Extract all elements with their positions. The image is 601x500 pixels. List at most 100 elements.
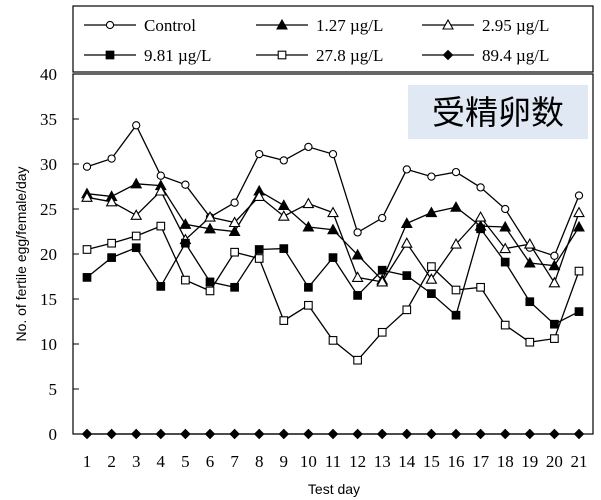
data-point	[400, 237, 413, 248]
legend-marker	[276, 18, 288, 30]
data-point	[253, 428, 265, 440]
data-point	[279, 244, 289, 253]
x-tick-label: 4	[157, 452, 166, 471]
data-point	[181, 238, 190, 248]
data-point	[230, 198, 239, 207]
legend-marker	[105, 20, 115, 30]
data-point	[81, 428, 93, 440]
data-point	[303, 428, 314, 440]
data-point	[132, 121, 141, 130]
y-tick-label: 5	[49, 380, 58, 399]
data-point	[156, 221, 166, 231]
data-point	[278, 428, 290, 440]
data-point	[81, 191, 93, 202]
data-point	[328, 253, 338, 262]
x-tick-label: 14	[398, 452, 416, 471]
legend-label: 27.8 µg/L	[316, 46, 383, 65]
series-line	[86, 189, 580, 285]
data-point	[499, 220, 512, 232]
x-tick-label: 9	[280, 452, 289, 471]
data-point	[402, 271, 412, 280]
data-point	[302, 197, 315, 209]
x-tick-label: 6	[206, 452, 215, 471]
data-point	[255, 149, 264, 159]
data-point	[425, 273, 438, 284]
legend-marker	[105, 50, 115, 60]
legend-entry: Control	[84, 16, 196, 35]
data-point	[277, 199, 290, 210]
data-point	[474, 210, 487, 222]
x-axis: 1 2 3 4 5 6 7 8 9 10 11 12 13 14 15 16 17 18 19 20 21	[83, 429, 588, 471]
data-point	[107, 154, 116, 163]
data-point	[254, 254, 264, 263]
data-point	[351, 248, 364, 260]
data-point	[523, 256, 536, 268]
data-point	[304, 300, 313, 310]
x-tick-label: 1	[83, 452, 92, 471]
x-tick-label: 12	[349, 452, 366, 471]
data-point	[107, 238, 116, 248]
series-4	[82, 224, 584, 329]
data-point	[550, 251, 559, 260]
data-point	[501, 204, 510, 214]
data-point	[181, 180, 190, 189]
data-point	[205, 286, 215, 296]
data-point	[327, 428, 339, 440]
data-point	[229, 428, 240, 440]
data-point	[401, 428, 413, 440]
data-point	[574, 307, 584, 316]
data-point	[400, 217, 413, 228]
data-point	[476, 282, 485, 292]
data-point	[204, 428, 216, 440]
data-point	[277, 210, 290, 221]
series-layer	[81, 121, 585, 440]
data-point	[302, 220, 315, 232]
legend-label: 1.27 µg/L	[316, 16, 383, 35]
data-point	[130, 428, 142, 440]
data-point	[548, 259, 561, 271]
data-point	[573, 428, 585, 440]
data-point	[475, 428, 486, 440]
data-point	[82, 273, 92, 282]
data-point	[476, 183, 485, 192]
data-point	[548, 276, 561, 288]
data-point	[131, 231, 141, 241]
data-point	[327, 206, 339, 218]
legend-entry: 1.27 µg/L	[256, 16, 383, 35]
data-point	[253, 190, 266, 201]
x-axis-title: Test day	[308, 481, 360, 497]
data-point	[402, 165, 411, 174]
data-point	[204, 222, 216, 234]
data-point	[427, 172, 436, 181]
data-point	[156, 282, 166, 291]
data-point	[573, 220, 585, 232]
y-tick-label: 15	[40, 290, 57, 309]
data-point	[549, 428, 560, 440]
data-point	[230, 247, 239, 257]
data-point	[179, 218, 192, 229]
data-point	[500, 320, 510, 330]
y-tick-label: 25	[40, 200, 57, 219]
data-point	[130, 209, 143, 220]
y-axis-title: No. of fertile egg/female/day	[13, 166, 29, 341]
data-point	[304, 282, 313, 292]
x-tick-label: 17	[472, 452, 490, 471]
data-point	[154, 184, 167, 196]
data-point	[425, 206, 438, 218]
data-point	[279, 156, 288, 165]
data-point	[500, 257, 510, 267]
data-point	[204, 210, 216, 222]
data-point	[450, 428, 462, 440]
data-point	[328, 149, 338, 159]
data-point	[82, 245, 92, 254]
x-tick-label: 21	[571, 452, 588, 471]
y-tick-label: 10	[40, 335, 57, 354]
data-point	[279, 316, 289, 325]
data-point	[106, 428, 117, 440]
x-tick-label: 15	[423, 452, 440, 471]
x-tick-label: 16	[448, 452, 465, 471]
data-point	[499, 428, 511, 440]
x-tick-label: 20	[546, 452, 563, 471]
legend-label: 89.4 µg/L	[482, 46, 549, 65]
data-point	[377, 327, 387, 337]
